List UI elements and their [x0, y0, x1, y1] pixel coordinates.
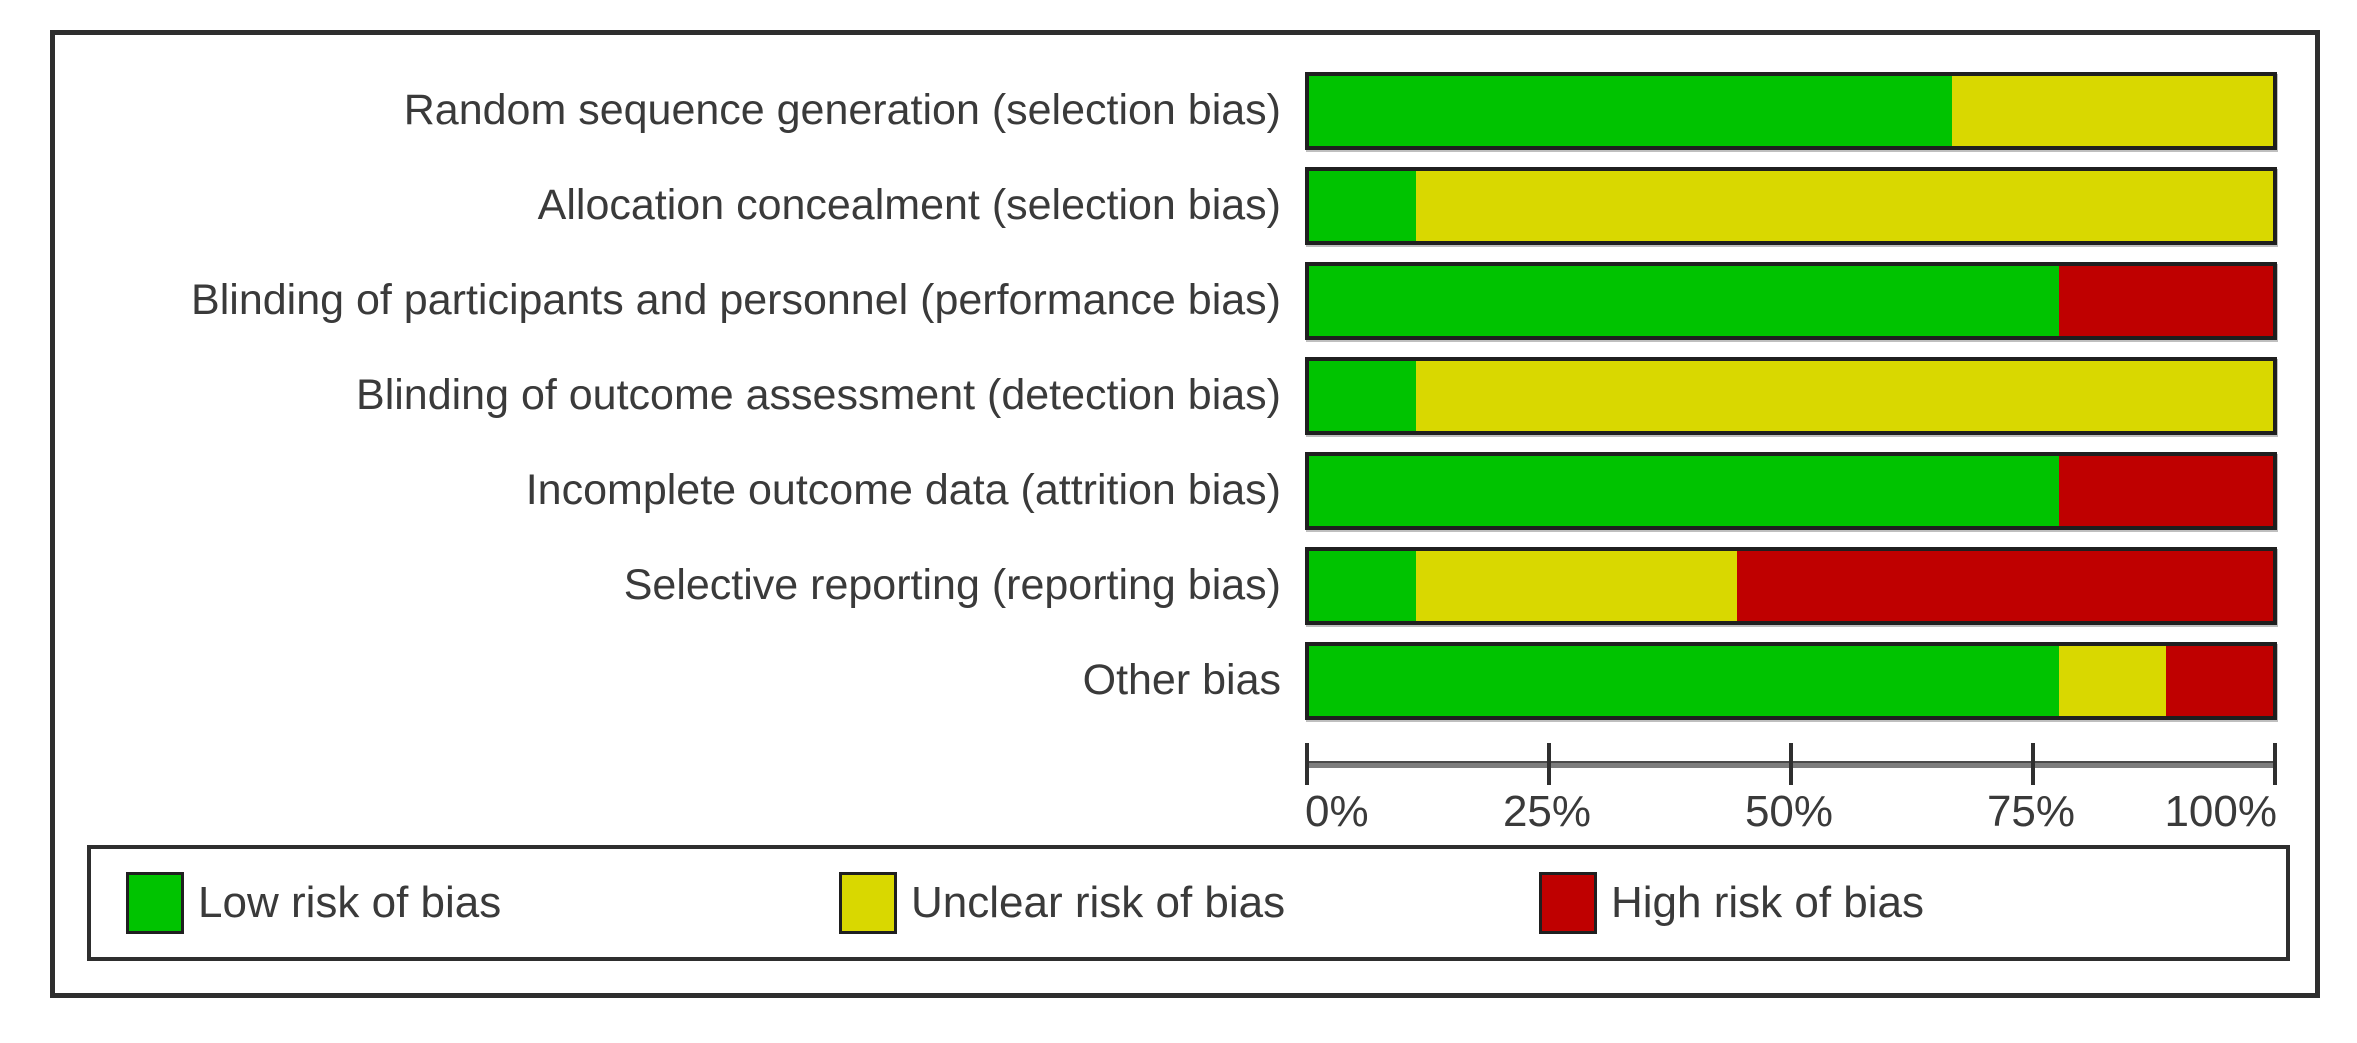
axis-tick	[1547, 743, 1551, 785]
stacked-bar	[1305, 546, 2277, 625]
bar-segment	[1416, 360, 2273, 431]
table-row: Allocation concealment (selection bias)	[55, 158, 2315, 253]
row-label: Random sequence generation (selection bi…	[403, 86, 1281, 134]
stacked-bar	[1305, 641, 2277, 720]
legend-item-low: Low risk of bias	[126, 849, 501, 957]
table-row: Selective reporting (reporting bias)	[55, 538, 2315, 633]
low-risk-swatch-icon	[126, 872, 184, 934]
table-row: Incomplete outcome data (attrition bias)	[55, 443, 2315, 538]
axis-tick-label: 0%	[1305, 787, 1369, 836]
legend-label-low: Low risk of bias	[198, 878, 502, 927]
bar-segment	[1309, 550, 1417, 621]
stacked-bar	[1305, 71, 2277, 150]
bar-segment	[1309, 265, 2059, 336]
bar-segment	[1416, 550, 1738, 621]
x-axis: 0% 25% 50% 75% 100%	[1305, 735, 2277, 865]
risk-of-bias-figure-frame: Random sequence generation (selection bi…	[50, 30, 2320, 998]
bias-rows-container: Random sequence generation (selection bi…	[55, 63, 2315, 728]
unclear-risk-swatch-icon	[839, 872, 897, 934]
row-label: Allocation concealment (selection bias)	[537, 181, 1281, 229]
bar-segment	[2058, 645, 2166, 716]
row-label: Selective reporting (reporting bias)	[623, 561, 1281, 609]
stacked-bar	[1305, 451, 2277, 530]
row-label: Blinding of participants and personnel (…	[191, 276, 1281, 324]
bar-segment	[2058, 265, 2273, 336]
legend-label-high: High risk of bias	[1611, 878, 1925, 927]
bar-segment	[1309, 170, 1417, 241]
axis-tick	[2031, 743, 2035, 785]
axis-tick-label: 75%	[1986, 787, 2076, 836]
bar-segment	[1309, 360, 1417, 431]
stacked-bar	[1305, 166, 2277, 245]
stacked-bar	[1305, 261, 2277, 340]
bar-segment	[1309, 455, 2059, 526]
row-label: Other bias	[1082, 656, 1281, 704]
bar-segment	[2058, 455, 2273, 526]
legend-label-unclear: Unclear risk of bias	[911, 878, 1286, 927]
table-row: Other bias	[55, 633, 2315, 728]
bar-segment	[1309, 75, 1952, 146]
axis-tick	[1789, 743, 1793, 785]
axis-tick	[2273, 743, 2277, 785]
bar-segment	[1737, 550, 2273, 621]
table-row: Random sequence generation (selection bi…	[55, 63, 2315, 158]
bar-segment	[1951, 75, 2273, 146]
legend-box: Low risk of bias Unclear risk of bias Hi…	[87, 845, 2290, 961]
stacked-bar	[1305, 356, 2277, 435]
axis-tick-label: 50%	[1744, 787, 1834, 836]
row-label: Blinding of outcome assessment (detectio…	[356, 371, 1281, 419]
row-label: Incomplete outcome data (attrition bias)	[525, 466, 1281, 514]
table-row: Blinding of participants and personnel (…	[55, 253, 2315, 348]
bar-segment	[1309, 645, 2059, 716]
bar-segment	[1416, 170, 2273, 241]
axis-tick-label: 25%	[1502, 787, 1592, 836]
axis-tick	[1305, 743, 1309, 785]
high-risk-swatch-icon	[1539, 872, 1597, 934]
table-row: Blinding of outcome assessment (detectio…	[55, 348, 2315, 443]
legend-item-unclear: Unclear risk of bias	[839, 849, 1285, 957]
bar-segment	[2165, 645, 2273, 716]
legend-item-high: High risk of bias	[1539, 849, 1924, 957]
axis-tick-label: 100%	[2164, 787, 2277, 836]
